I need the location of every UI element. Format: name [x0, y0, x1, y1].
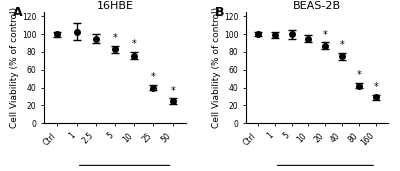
Text: *: * — [357, 70, 362, 80]
Y-axis label: Cell Viability (% of control): Cell Viability (% of control) — [10, 7, 19, 128]
Text: *: * — [132, 39, 137, 49]
Title: BEAS-2B: BEAS-2B — [293, 1, 341, 11]
Y-axis label: Cell Viability (% of control): Cell Viability (% of control) — [212, 7, 221, 128]
Text: *: * — [374, 82, 378, 92]
Text: B: B — [214, 6, 224, 19]
Title: 16HBE: 16HBE — [96, 1, 134, 11]
Text: *: * — [113, 33, 118, 43]
Text: A: A — [13, 6, 22, 19]
Text: *: * — [340, 40, 345, 50]
Text: *: * — [323, 30, 328, 40]
Text: *: * — [170, 86, 175, 96]
Text: *: * — [151, 72, 156, 82]
